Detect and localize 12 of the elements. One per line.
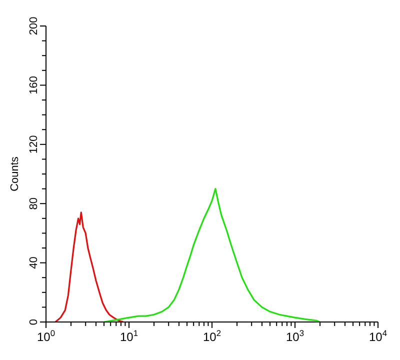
y-tick-label: 40 [28,256,40,269]
x-tick-label: 10$^{3}$ [286,328,304,344]
x-tick-label: 10$^{4}$ [368,328,388,344]
x-tick-label: 10$^{2}$ [202,328,222,344]
y-tick-label: 80 [28,197,40,210]
y-tick-label: 160 [28,76,40,94]
x-tick-label: 10$^{1}$ [120,328,138,344]
y-tick-label: 200 [28,16,40,36]
y-axis-title: Counts [9,156,21,192]
y-tick-label: 0 [28,318,40,326]
y-tick-label: 120 [28,135,40,154]
x-tick-label: 10$^{0}$ [36,328,56,344]
